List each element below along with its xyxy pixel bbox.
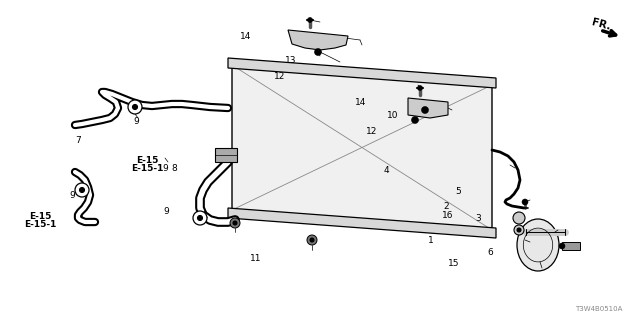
Text: 13: 13 xyxy=(285,56,296,65)
Circle shape xyxy=(307,18,312,22)
Text: 5: 5 xyxy=(456,187,461,196)
Circle shape xyxy=(233,221,237,225)
Text: 12: 12 xyxy=(274,72,285,81)
Circle shape xyxy=(422,107,429,114)
Text: 1: 1 xyxy=(428,236,433,245)
Text: 12: 12 xyxy=(366,127,378,136)
Text: 11: 11 xyxy=(198,212,210,220)
Circle shape xyxy=(193,211,207,225)
Circle shape xyxy=(75,183,89,197)
Text: 3: 3 xyxy=(475,214,481,223)
Text: 14: 14 xyxy=(355,98,367,107)
Bar xyxy=(562,242,580,250)
Circle shape xyxy=(128,100,142,114)
Text: 8: 8 xyxy=(171,164,177,172)
Text: 9: 9 xyxy=(133,117,139,126)
Circle shape xyxy=(522,199,528,205)
Text: 11: 11 xyxy=(250,254,261,263)
Text: 10: 10 xyxy=(387,111,399,120)
Circle shape xyxy=(79,188,84,193)
Text: 16: 16 xyxy=(442,211,453,220)
Circle shape xyxy=(412,116,419,124)
Circle shape xyxy=(517,228,521,232)
Text: 9: 9 xyxy=(69,191,75,200)
Circle shape xyxy=(132,105,138,109)
Text: 2: 2 xyxy=(444,202,449,211)
Circle shape xyxy=(559,243,565,249)
Text: E-15-1: E-15-1 xyxy=(24,220,57,229)
Polygon shape xyxy=(228,58,496,88)
Circle shape xyxy=(417,85,422,91)
Circle shape xyxy=(513,212,525,224)
Text: 9: 9 xyxy=(163,207,169,216)
Text: 15: 15 xyxy=(448,259,460,268)
Polygon shape xyxy=(288,30,348,50)
Circle shape xyxy=(514,225,524,235)
Text: 14: 14 xyxy=(240,32,252,41)
Text: 4: 4 xyxy=(384,166,390,175)
Polygon shape xyxy=(232,65,492,230)
Circle shape xyxy=(198,215,202,220)
Text: 6: 6 xyxy=(488,248,493,257)
Ellipse shape xyxy=(517,219,559,271)
Circle shape xyxy=(307,235,317,245)
Text: E-15: E-15 xyxy=(136,156,158,164)
Text: 9: 9 xyxy=(162,164,168,172)
Polygon shape xyxy=(408,98,448,118)
Circle shape xyxy=(230,218,240,228)
Text: T3W4B0510A: T3W4B0510A xyxy=(575,306,622,312)
Circle shape xyxy=(314,49,321,55)
Text: E-15: E-15 xyxy=(29,212,51,221)
Circle shape xyxy=(310,238,314,242)
Text: E-15-1: E-15-1 xyxy=(131,164,164,172)
Text: FR.: FR. xyxy=(590,18,611,32)
Text: 7: 7 xyxy=(76,136,81,145)
Polygon shape xyxy=(228,208,496,238)
Bar xyxy=(215,148,237,162)
